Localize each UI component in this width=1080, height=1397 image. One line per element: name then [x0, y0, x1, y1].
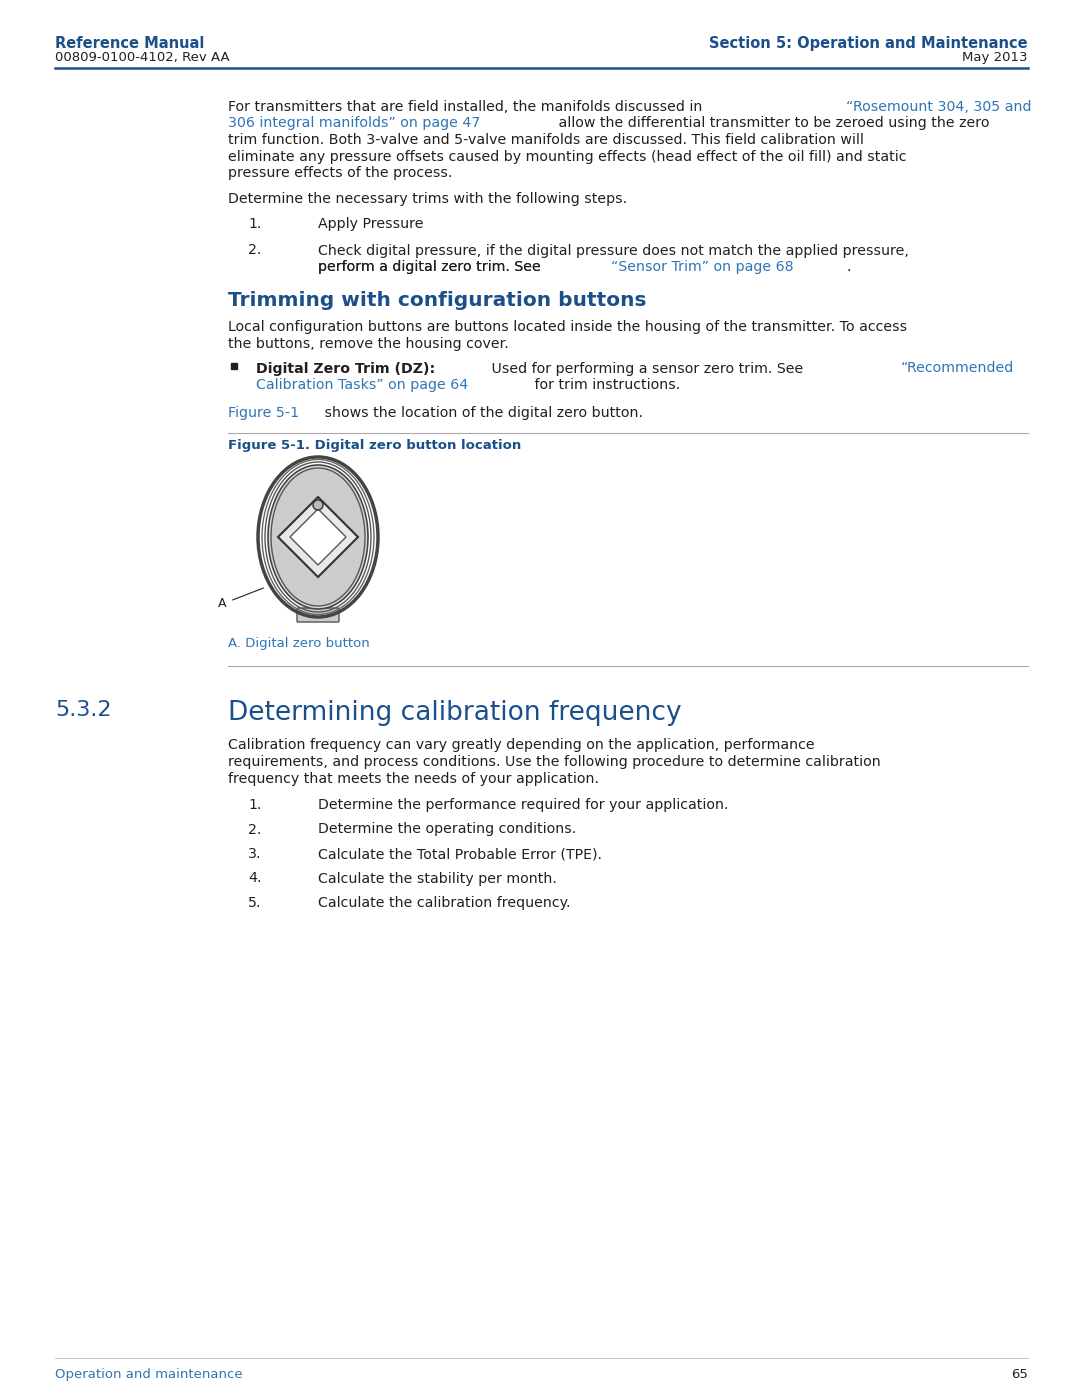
Text: shows the location of the digital zero button.: shows the location of the digital zero b…	[320, 407, 643, 420]
FancyBboxPatch shape	[297, 608, 339, 622]
Bar	[231, 362, 237, 369]
Text: 3.: 3.	[248, 847, 261, 861]
Circle shape	[313, 500, 323, 510]
Polygon shape	[278, 497, 357, 577]
Text: “Recommended: “Recommended	[901, 362, 1014, 376]
Text: 5.3.2: 5.3.2	[55, 700, 111, 721]
Text: Figure 5-1: Figure 5-1	[228, 407, 299, 420]
Text: pressure effects of the process.: pressure effects of the process.	[228, 166, 453, 180]
Text: perform a digital zero trim. See: perform a digital zero trim. See	[318, 260, 545, 274]
Text: Operation and maintenance: Operation and maintenance	[55, 1368, 243, 1382]
Text: requirements, and process conditions. Use the following procedure to determine c: requirements, and process conditions. Us…	[228, 754, 881, 768]
Text: .: .	[847, 260, 851, 274]
Text: trim function. Both 3-valve and 5-valve manifolds are discussed. This field cali: trim function. Both 3-valve and 5-valve …	[228, 133, 864, 147]
Text: “Rosemount 304, 305 and: “Rosemount 304, 305 and	[846, 101, 1031, 115]
Text: perform a digital zero trim. See: perform a digital zero trim. See	[318, 260, 545, 274]
Text: A: A	[218, 597, 227, 610]
Text: Determine the performance required for your application.: Determine the performance required for y…	[318, 798, 729, 812]
Text: Figure 5-1. Digital zero button location: Figure 5-1. Digital zero button location	[228, 439, 522, 453]
Text: Trimming with configuration buttons: Trimming with configuration buttons	[228, 291, 647, 310]
Polygon shape	[291, 509, 346, 564]
Text: 1.: 1.	[248, 798, 261, 812]
Text: Determining calibration frequency: Determining calibration frequency	[228, 700, 681, 726]
Text: 65: 65	[1011, 1368, 1028, 1382]
Text: Apply Pressure: Apply Pressure	[318, 217, 423, 231]
Text: Used for performing a sensor zero trim. See: Used for performing a sensor zero trim. …	[487, 362, 808, 376]
Text: 306 integral manifolds” on page 47: 306 integral manifolds” on page 47	[228, 116, 481, 130]
Text: for trim instructions.: for trim instructions.	[530, 379, 680, 393]
Text: Calculate the stability per month.: Calculate the stability per month.	[318, 872, 557, 886]
Text: eliminate any pressure offsets caused by mounting effects (head effect of the oi: eliminate any pressure offsets caused by…	[228, 149, 906, 163]
Text: Calibration frequency can vary greatly depending on the application, performance: Calibration frequency can vary greatly d…	[228, 739, 814, 753]
Text: 4.: 4.	[248, 872, 261, 886]
Text: Digital Zero Trim (DZ):: Digital Zero Trim (DZ):	[256, 362, 435, 376]
Text: 00809-0100-4102, Rev AA: 00809-0100-4102, Rev AA	[55, 52, 230, 64]
Text: For transmitters that are field installed, the manifolds discussed in: For transmitters that are field installe…	[228, 101, 707, 115]
Ellipse shape	[268, 465, 368, 609]
Text: Local configuration buttons are buttons located inside the housing of the transm: Local configuration buttons are buttons …	[228, 320, 907, 334]
Text: Calibration Tasks” on page 64: Calibration Tasks” on page 64	[256, 379, 469, 393]
Text: 2.: 2.	[248, 243, 261, 257]
Text: Section 5: Operation and Maintenance: Section 5: Operation and Maintenance	[710, 36, 1028, 52]
Text: 1.: 1.	[248, 217, 261, 231]
Text: Determine the necessary trims with the following steps.: Determine the necessary trims with the f…	[228, 193, 627, 207]
Text: 5.: 5.	[248, 895, 261, 909]
Text: Calculate the Total Probable Error (TPE).: Calculate the Total Probable Error (TPE)…	[318, 847, 602, 861]
Text: Calculate the calibration frequency.: Calculate the calibration frequency.	[318, 895, 570, 909]
Text: May 2013: May 2013	[962, 52, 1028, 64]
Text: Reference Manual: Reference Manual	[55, 36, 204, 52]
Text: “Sensor Trim” on page 68: “Sensor Trim” on page 68	[611, 260, 794, 274]
Text: A. Digital zero button: A. Digital zero button	[228, 637, 369, 650]
Ellipse shape	[271, 468, 365, 606]
Text: allow the differential transmitter to be zeroed using the zero: allow the differential transmitter to be…	[554, 116, 989, 130]
Text: 2.: 2.	[248, 823, 261, 837]
Text: the buttons, remove the housing cover.: the buttons, remove the housing cover.	[228, 337, 509, 351]
Text: Check digital pressure, if the digital pressure does not match the applied press: Check digital pressure, if the digital p…	[318, 243, 909, 257]
Text: Determine the operating conditions.: Determine the operating conditions.	[318, 823, 577, 837]
Text: frequency that meets the needs of your application.: frequency that meets the needs of your a…	[228, 771, 599, 785]
